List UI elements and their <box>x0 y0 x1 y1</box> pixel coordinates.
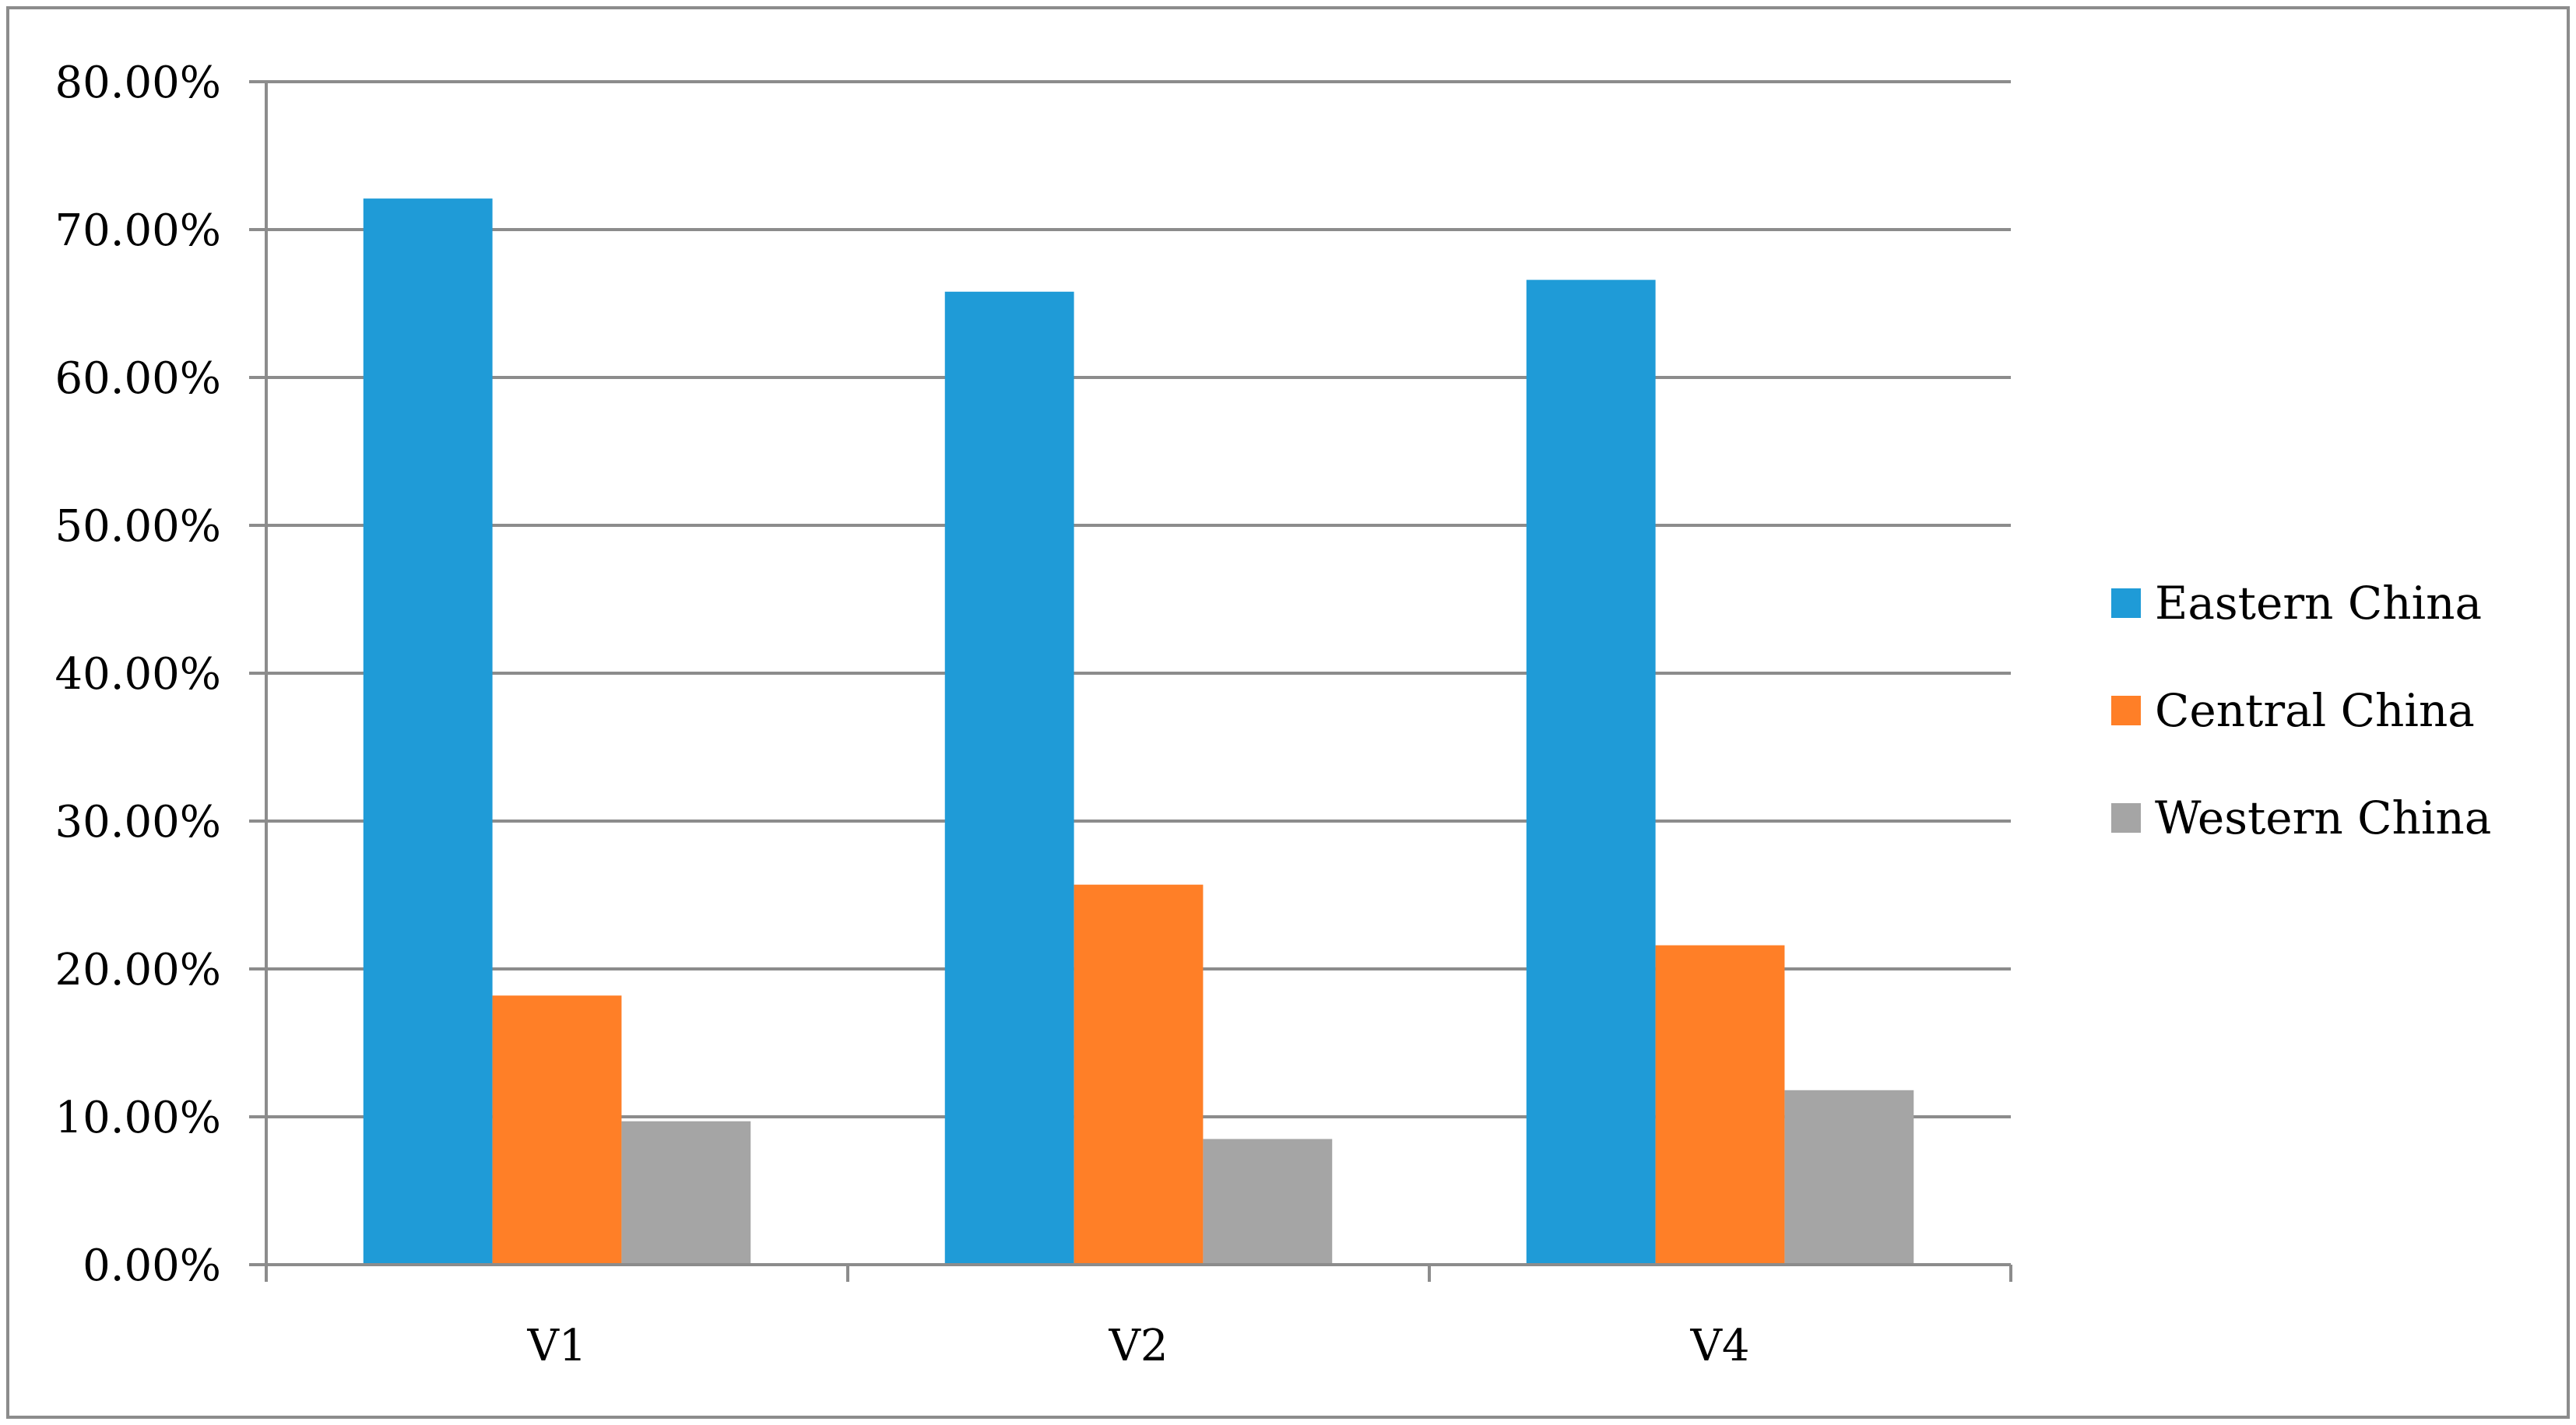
bar-western-china-v1 <box>621 1121 751 1265</box>
x-tick-label: V2 <box>1108 1321 1168 1371</box>
y-tick-label: 40.00% <box>54 649 221 700</box>
legend: Eastern China Central China Western China <box>2111 577 2491 844</box>
y-axis-tick-labels: 0.00% 10.00% 20.00% 30.00% 40.00% 50.00% 60.00… <box>54 58 221 1291</box>
y-tick-label: 20.00% <box>54 945 221 995</box>
legend-label: Central China <box>2155 684 2475 737</box>
x-axis-tick-labels: V1 V2 V4 <box>526 1321 1749 1371</box>
bar-eastern-china-v2 <box>944 291 1074 1265</box>
bar-eastern-china-v4 <box>1526 279 1656 1265</box>
y-tick-label: 10.00% <box>54 1093 221 1143</box>
x-tick-label: V1 <box>526 1321 586 1371</box>
bar-central-china-v4 <box>1655 945 1785 1265</box>
bars <box>363 198 1914 1265</box>
legend-swatch <box>2111 696 2141 725</box>
y-tick-label: 0.00% <box>83 1241 221 1291</box>
legend-label: Eastern China <box>2155 577 2482 630</box>
bar-western-china-v4 <box>1784 1090 1914 1265</box>
y-tick-label: 50.00% <box>54 501 221 552</box>
bar-western-china-v2 <box>1203 1139 1333 1265</box>
bar-central-china-v2 <box>1074 884 1204 1265</box>
y-tick-label: 60.00% <box>54 353 221 404</box>
x-tick-label: V4 <box>1689 1321 1749 1371</box>
y-tick-label: 70.00% <box>54 205 221 256</box>
legend-swatch <box>2111 803 2141 833</box>
bar-central-china-v1 <box>492 995 622 1265</box>
y-tick-label: 30.00% <box>54 797 221 848</box>
bar-eastern-china-v1 <box>363 198 493 1265</box>
legend-swatch <box>2111 588 2141 618</box>
legend-label: Western China <box>2155 791 2491 844</box>
y-tick-label: 80.00% <box>54 58 221 108</box>
axes <box>249 80 2012 1282</box>
